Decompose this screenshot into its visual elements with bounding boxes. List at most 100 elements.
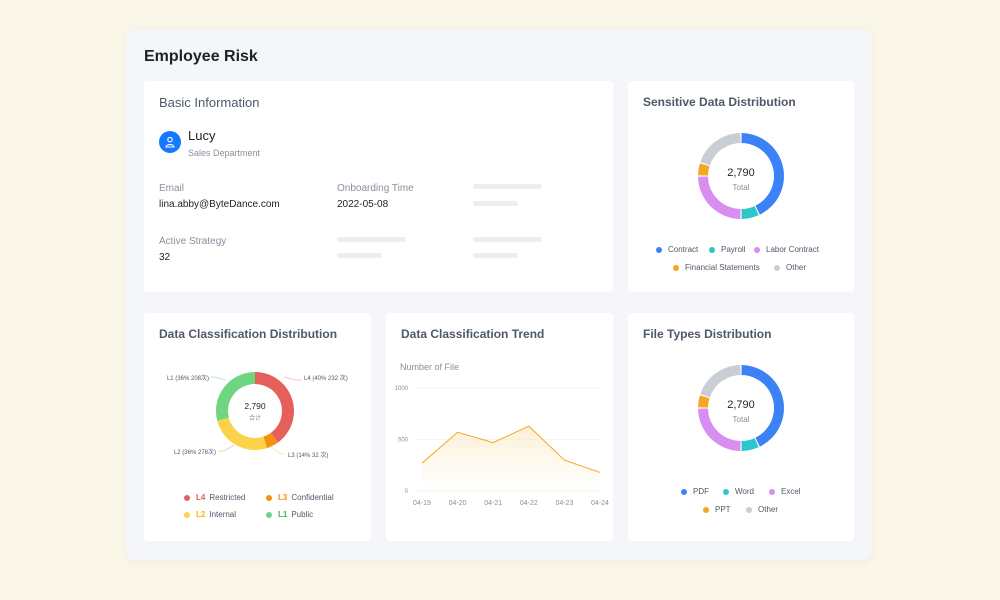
trend-y-axis-label: Number of File	[400, 362, 460, 372]
legend-item-payroll[interactable]: Payroll	[709, 245, 745, 254]
legend-dot	[673, 264, 679, 271]
legend-label: Other	[786, 263, 807, 272]
donut-slice-payroll[interactable]	[741, 206, 759, 219]
donut-slice-word[interactable]	[741, 438, 759, 451]
y-tick-label: 0	[405, 489, 409, 495]
x-tick-label: 04-23	[555, 500, 573, 507]
donut-slice-labor-contract[interactable]	[698, 176, 741, 219]
classification-distribution-title: Data Classification Distribution	[159, 327, 338, 341]
legend-item-contract[interactable]: Contract	[656, 245, 698, 254]
basic-information-title: Basic Information	[159, 95, 260, 110]
legend-item-public[interactable]: L1 Public	[266, 510, 313, 519]
legend-label: Excel	[781, 487, 801, 496]
legend-dot	[774, 264, 780, 271]
placeholder-bar	[473, 201, 518, 206]
placeholder-bar	[473, 237, 542, 242]
file-types-card: File Types Distribution 2,790 Total PDF …	[628, 313, 854, 541]
page-title: Employee Risk	[144, 48, 258, 65]
legend-level: L1	[278, 510, 288, 519]
x-tick-label: 04-20	[449, 500, 467, 507]
sensitive-data-card: Sensitive Data Distribution 2,790 Total …	[628, 81, 854, 292]
callout-l3: L3 (14% 32 次)	[288, 451, 328, 459]
legend-item-financial-statements[interactable]: Financial Statements	[673, 263, 760, 272]
donut-slice-financial-statements[interactable]	[698, 163, 710, 176]
x-tick-label: 04-19	[413, 500, 431, 507]
onboarding-time-value: 2022-05-08	[337, 199, 389, 210]
active-strategy-value: 32	[159, 252, 171, 263]
legend-dot	[709, 246, 715, 253]
donut-slice-pdf[interactable]	[741, 365, 784, 447]
donut-slice-other[interactable]	[700, 365, 741, 398]
legend-label: Contract	[668, 245, 699, 254]
legend-item-internal[interactable]: L2 Internal	[184, 510, 236, 519]
legend-dot	[769, 488, 775, 495]
legend-item-ppt[interactable]: PPT	[703, 505, 731, 514]
callout-l4: L4 (40% 232 次)	[304, 374, 348, 382]
user-name: Lucy	[188, 128, 216, 143]
legend-label: Payroll	[721, 245, 746, 254]
legend-dot	[723, 488, 729, 495]
legend-dot	[681, 488, 687, 495]
y-tick-label: 1000	[395, 386, 409, 392]
legend-label: PDF	[693, 487, 709, 496]
active-strategy-label: Active Strategy	[159, 236, 227, 247]
legend-dot	[754, 246, 760, 253]
x-tick-label: 04-24	[591, 500, 609, 507]
trend-area	[422, 426, 600, 491]
donut-slice-l1-public[interactable]	[216, 372, 255, 421]
x-tick-label: 04-21	[484, 500, 502, 507]
legend-label: Public	[291, 510, 314, 519]
legend-item-excel[interactable]: Excel	[769, 487, 801, 496]
donut-slice-other[interactable]	[700, 133, 741, 166]
legend-item-restricted[interactable]: L4 Restricted	[184, 493, 245, 502]
trend-series-line	[421, 425, 601, 473]
legend-level: L2	[196, 510, 206, 519]
onboarding-time-label: Onboarding Time	[337, 183, 414, 194]
legend-item-other[interactable]: Other	[774, 263, 806, 272]
donut-slice-ppt[interactable]	[698, 395, 710, 408]
legend-label: Restricted	[209, 493, 246, 502]
callout-line-l1	[211, 376, 227, 381]
donut-slice-l3-confidential[interactable]	[263, 432, 278, 449]
legend-label: Financial Statements	[685, 263, 760, 272]
placeholder-bar	[337, 253, 382, 258]
donut-total-label: Total	[733, 415, 750, 424]
donut-slice-l4-restricted[interactable]	[255, 372, 294, 443]
placeholder-bar	[473, 253, 518, 258]
callout-l1: L1 (36% 208次)	[167, 374, 209, 382]
legend-label: Labor Contract	[766, 245, 819, 254]
legend-dot	[266, 511, 272, 518]
legend-item-pdf[interactable]: PDF	[681, 487, 709, 496]
sensitive-data-title: Sensitive Data Distribution	[643, 95, 796, 109]
legend-item-labor-contract[interactable]: Labor Contract	[754, 245, 819, 254]
legend-label: Internal	[209, 510, 237, 519]
legend-item-confidential[interactable]: L3 Confidential	[266, 493, 334, 502]
donut-slice-l2-internal[interactable]	[217, 417, 268, 450]
legend-item-word[interactable]: Word	[723, 487, 754, 496]
legend-item-other[interactable]: Other	[746, 505, 778, 514]
donut-slice-contract[interactable]	[741, 133, 784, 215]
legend-dot	[703, 506, 709, 513]
legend-level: L3	[278, 493, 288, 502]
donut-total-label: Total	[733, 183, 750, 192]
callout-l2: L2 (36% 278次)	[174, 448, 216, 456]
email-value: lina.abby@ByteDance.com	[159, 199, 280, 210]
legend-label: PPT	[715, 505, 731, 514]
donut-total-label: 合计	[249, 414, 261, 422]
legend-dot	[184, 494, 190, 501]
donut-slice-excel[interactable]	[698, 408, 741, 451]
sensitive-data-donut-chart: 2,790 Total	[698, 133, 784, 219]
legend-dot	[266, 494, 272, 501]
trend-line-chart: 0 500 1000 04-19 04-20 04-21 04-22 04-23 04-24	[395, 386, 609, 507]
avatar[interactable]	[159, 131, 181, 153]
legend-dot	[184, 511, 190, 518]
placeholder-bar	[473, 184, 542, 189]
legend-dot	[656, 246, 662, 253]
file-types-title: File Types Distribution	[643, 327, 772, 341]
employee-risk-panel: Employee Risk Basic Information Lucy Sal…	[126, 30, 872, 560]
donut-total-value: 2,790	[244, 401, 266, 411]
x-tick-label: 04-22	[520, 500, 538, 507]
classification-donut-chart: 2,790 合计 L4 (40% 232 次) L1 (36% 208次) L2…	[167, 372, 348, 459]
callout-line-l4	[283, 376, 302, 381]
classification-distribution-card: Data Classification Distribution 2,790 合…	[144, 313, 371, 541]
